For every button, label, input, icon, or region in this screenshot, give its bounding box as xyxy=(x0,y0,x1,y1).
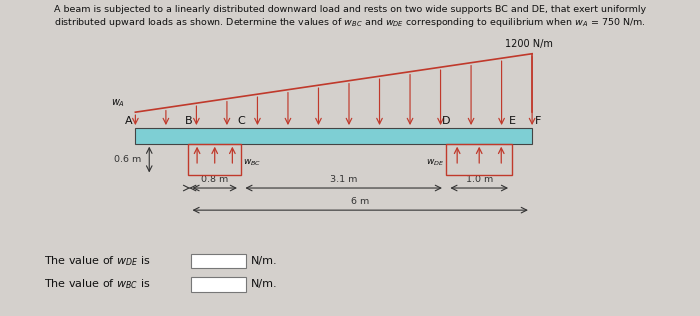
Text: 6 m: 6 m xyxy=(351,197,370,206)
Text: distributed upward loads as shown. Determine the values of $w_{BC}$ and $w_{DE}$: distributed upward loads as shown. Deter… xyxy=(54,16,646,29)
Bar xyxy=(188,144,241,175)
Text: 3.1 m: 3.1 m xyxy=(330,175,357,184)
Text: A: A xyxy=(125,116,132,126)
Text: C: C xyxy=(237,116,245,126)
Text: The value of $w_{BC}$ is: The value of $w_{BC}$ is xyxy=(44,277,150,291)
Text: B: B xyxy=(185,116,192,126)
Text: $w_{BC}$: $w_{BC}$ xyxy=(243,157,261,168)
Text: N/m.: N/m. xyxy=(251,279,278,289)
Bar xyxy=(446,144,512,175)
Text: The value of $w_{DE}$ is: The value of $w_{DE}$ is xyxy=(44,254,151,268)
Text: N/m.: N/m. xyxy=(251,256,278,266)
Text: 0.8 m: 0.8 m xyxy=(201,175,228,184)
Text: 0.6 m: 0.6 m xyxy=(114,155,141,164)
Text: E: E xyxy=(509,116,516,126)
Bar xyxy=(190,253,246,268)
Text: F: F xyxy=(536,116,542,126)
Text: 1.0 m: 1.0 m xyxy=(466,175,493,184)
Text: D: D xyxy=(442,116,450,126)
Text: 1200 N/m: 1200 N/m xyxy=(505,39,553,49)
Text: $w_A$: $w_A$ xyxy=(111,97,125,109)
Text: $w_{DE}$: $w_{DE}$ xyxy=(426,157,444,168)
Bar xyxy=(135,128,532,144)
Bar xyxy=(190,277,246,291)
Text: A beam is subjected to a linearly distributed downward load and rests on two wid: A beam is subjected to a linearly distri… xyxy=(54,5,646,14)
